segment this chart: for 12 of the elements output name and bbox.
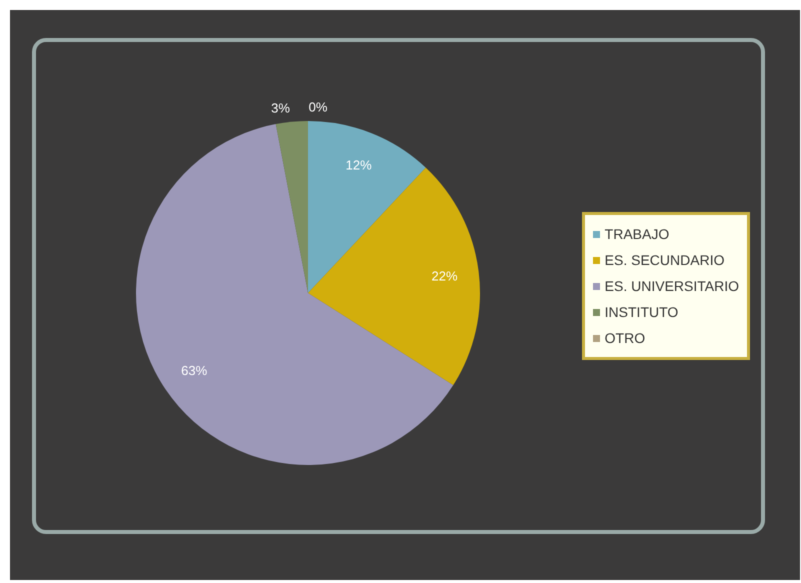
legend-label: ES. UNIVERSITARIO (604, 278, 739, 294)
pie-slice (308, 121, 426, 293)
legend-label: INSTITUTO (604, 304, 678, 320)
legend-label: ES. SECUNDARIO (604, 252, 724, 268)
data-label: 3% (271, 100, 290, 116)
data-label: 63% (181, 362, 208, 378)
pie-slice (276, 121, 308, 293)
text: 0% (308, 100, 328, 114)
legend-label: TRABAJO (604, 226, 670, 242)
data-label: 12% (346, 158, 372, 173)
legend-label: OTRO (604, 330, 646, 346)
data-label: 22% (432, 268, 458, 284)
